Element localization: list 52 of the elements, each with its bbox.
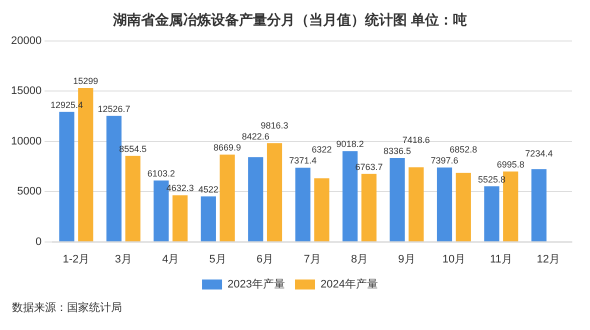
y-tick-label: 5000	[17, 186, 42, 198]
data-label: 7397.6	[430, 155, 458, 166]
bar	[172, 195, 188, 242]
x-tick-label: 11月	[490, 253, 512, 266]
bar	[456, 172, 471, 242]
data-label: 6995.8	[496, 159, 524, 170]
data-label: 9816.3	[260, 120, 288, 131]
x-tick-label: 3月	[114, 253, 132, 266]
data-label: 15299	[73, 76, 98, 86]
data-label: 8669.9	[214, 142, 242, 153]
legend-label: 2024年产量	[320, 278, 378, 291]
bar	[484, 186, 500, 242]
data-label: 8422.6	[242, 132, 270, 142]
bar	[295, 168, 310, 242]
source-note: 数据来源：国家统计局	[11, 300, 123, 315]
chart-title: 湖南省金属冶炼设备产量分月（当月值）统计图 单位：吨	[112, 11, 467, 28]
data-label: 12526.7	[98, 104, 130, 114]
y-tick-label: 20000	[10, 34, 42, 47]
x-tick-label: 6月	[256, 253, 274, 266]
bar	[408, 167, 424, 242]
bar	[220, 154, 235, 242]
x-tick-label: 9月	[398, 253, 416, 266]
bar	[436, 167, 452, 242]
bar	[361, 174, 377, 242]
data-label: 9018.2	[336, 139, 364, 150]
data-label: 6103.2	[147, 168, 175, 178]
x-tick-label: 5月	[209, 253, 226, 266]
bar	[314, 178, 330, 242]
data-label: 7234.4	[525, 148, 553, 158]
x-tick-label: 4月	[162, 253, 180, 266]
legend-label: 2023年产量	[228, 278, 286, 291]
x-tick-label: 1-2月	[62, 253, 90, 266]
bar	[266, 143, 282, 242]
data-label: 7418.6	[402, 135, 430, 146]
data-label: 6852.8	[450, 144, 478, 154]
x-tick-label: 8月	[350, 253, 368, 266]
data-label: 7371.4	[289, 156, 317, 166]
data-label: 8336.5	[384, 146, 412, 156]
y-tick-label: 10000	[10, 135, 42, 148]
x-tick-label: 10月	[442, 253, 466, 266]
bar	[390, 158, 405, 242]
data-label: 6322	[312, 144, 332, 155]
y-tick-label: 0	[35, 236, 42, 248]
y-tick-label: 15000	[10, 85, 42, 98]
bar	[125, 156, 140, 242]
bar	[248, 157, 264, 242]
x-tick-label: 12月	[536, 253, 560, 266]
x-tick-label: 7月	[304, 253, 321, 266]
data-label: 4522	[198, 184, 218, 194]
bar	[200, 196, 216, 242]
bar	[531, 169, 546, 242]
bar	[59, 112, 74, 242]
